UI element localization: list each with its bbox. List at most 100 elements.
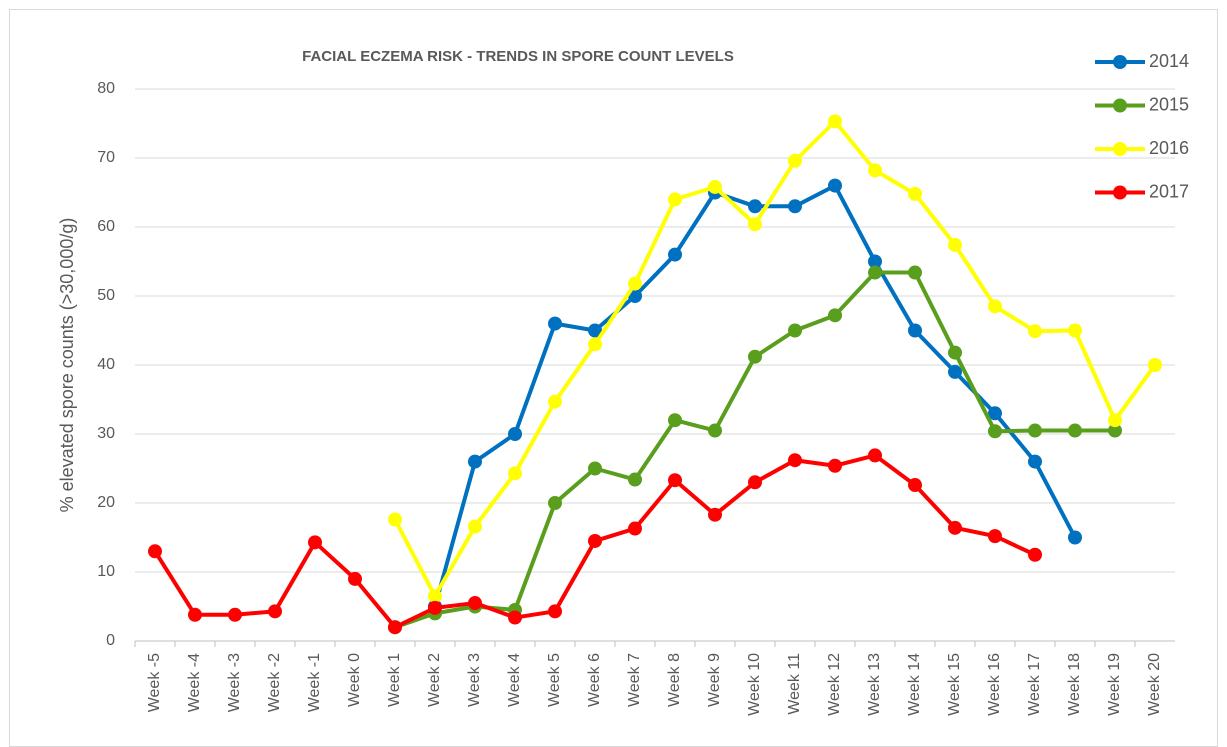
series-marker xyxy=(668,473,682,488)
series-marker xyxy=(868,265,882,280)
x-tick-label: Week 10 xyxy=(746,653,763,716)
series-marker xyxy=(788,153,802,168)
x-tick-label: Week 1 xyxy=(386,653,403,707)
series-marker xyxy=(308,535,322,550)
legend-marker xyxy=(1113,98,1127,113)
series-marker xyxy=(428,589,442,604)
series-marker xyxy=(1028,324,1042,339)
series-marker xyxy=(708,179,722,194)
series-marker xyxy=(908,265,922,280)
series-marker xyxy=(908,478,922,493)
y-tick-label: 50 xyxy=(97,287,115,304)
y-tick-label: 20 xyxy=(97,494,115,511)
series-marker xyxy=(828,308,842,323)
y-tick-label: 0 xyxy=(106,632,115,649)
series-marker xyxy=(388,512,402,527)
x-tick-label: Week 16 xyxy=(986,653,1003,716)
legend-label: 2015 xyxy=(1149,94,1189,114)
series-marker xyxy=(708,507,722,522)
series-marker xyxy=(668,413,682,428)
series-marker xyxy=(748,475,762,490)
y-tick-label: 10 xyxy=(97,563,115,580)
x-tick-label: Week -2 xyxy=(266,653,283,712)
series-marker xyxy=(908,323,922,338)
series-marker xyxy=(908,186,922,201)
series-marker xyxy=(388,620,402,635)
chart-title: FACIAL ECZEMA RISK - TRENDS IN SPORE COU… xyxy=(302,48,734,65)
series-marker xyxy=(788,453,802,468)
series-marker xyxy=(188,607,202,622)
series-marker xyxy=(948,520,962,535)
series-marker xyxy=(468,454,482,469)
x-tick-label: Week -1 xyxy=(306,653,323,712)
series-marker xyxy=(668,247,682,262)
series-marker xyxy=(148,544,162,559)
x-tick-label: Week -5 xyxy=(146,653,163,712)
series-marker xyxy=(468,596,482,611)
x-tick-label: Week 7 xyxy=(626,653,643,707)
x-tick-label: Week 17 xyxy=(1026,653,1043,716)
series-line xyxy=(393,119,1157,599)
y-axis-label: % elevated spore counts (>30,000/g) xyxy=(57,218,77,513)
series-marker xyxy=(548,394,562,409)
series-marker xyxy=(1028,454,1042,469)
series-marker xyxy=(588,337,602,352)
x-tick-label: Week 20 xyxy=(1146,653,1163,716)
series-marker xyxy=(268,604,282,619)
series-marker xyxy=(628,276,642,291)
series-marker xyxy=(508,610,522,625)
series-marker xyxy=(548,316,562,331)
series-marker xyxy=(828,178,842,193)
series-marker xyxy=(1108,413,1122,428)
series-marker xyxy=(428,600,442,615)
y-tick-label: 40 xyxy=(97,356,115,373)
x-tick-label: Week 13 xyxy=(866,653,883,716)
x-tick-label: Week 4 xyxy=(506,653,523,707)
series-marker xyxy=(508,466,522,481)
y-tick-label: 30 xyxy=(97,425,115,442)
series-marker xyxy=(588,323,602,338)
x-tick-label: Week 11 xyxy=(786,653,803,715)
series-marker xyxy=(628,521,642,536)
x-tick-label: Week 14 xyxy=(906,653,923,716)
series-marker xyxy=(948,237,962,252)
y-tick-label: 70 xyxy=(97,149,115,166)
legend-marker xyxy=(1113,185,1127,200)
series-marker xyxy=(1028,423,1042,438)
series-marker xyxy=(788,199,802,214)
series-marker xyxy=(1068,423,1082,438)
series-marker xyxy=(868,163,882,178)
series-marker xyxy=(548,496,562,510)
x-tick-label: Week 3 xyxy=(466,653,483,707)
series-marker xyxy=(988,424,1002,439)
legend-marker xyxy=(1113,142,1127,156)
legend-label: 2017 xyxy=(1149,181,1189,201)
series-marker xyxy=(868,448,882,463)
series-marker xyxy=(1108,423,1122,438)
series-marker xyxy=(988,529,1002,544)
series-marker xyxy=(348,571,362,586)
series-marker xyxy=(228,607,242,622)
series-marker xyxy=(1148,358,1162,372)
series-marker xyxy=(588,461,602,476)
series-marker xyxy=(748,217,762,232)
x-tick-label: Week 18 xyxy=(1066,653,1083,716)
series-marker xyxy=(628,472,642,487)
series-marker xyxy=(748,349,762,364)
x-tick-label: Week 2 xyxy=(426,653,443,707)
x-tick-label: Week 15 xyxy=(946,653,963,716)
series-marker xyxy=(988,299,1002,314)
series-marker xyxy=(948,345,962,360)
y-tick-label: 60 xyxy=(97,218,115,235)
x-tick-label: Week -3 xyxy=(226,653,243,712)
x-tick-label: Week 5 xyxy=(546,653,563,707)
legend-label: 2016 xyxy=(1149,138,1189,158)
series-marker xyxy=(668,192,682,207)
x-tick-label: Week 19 xyxy=(1106,653,1123,716)
x-tick-label: Week 12 xyxy=(826,653,843,716)
series-marker xyxy=(868,254,882,269)
legend-marker xyxy=(1113,55,1127,69)
series-marker xyxy=(1068,530,1082,545)
x-tick-label: Week -4 xyxy=(186,653,203,712)
series-marker xyxy=(588,533,602,548)
